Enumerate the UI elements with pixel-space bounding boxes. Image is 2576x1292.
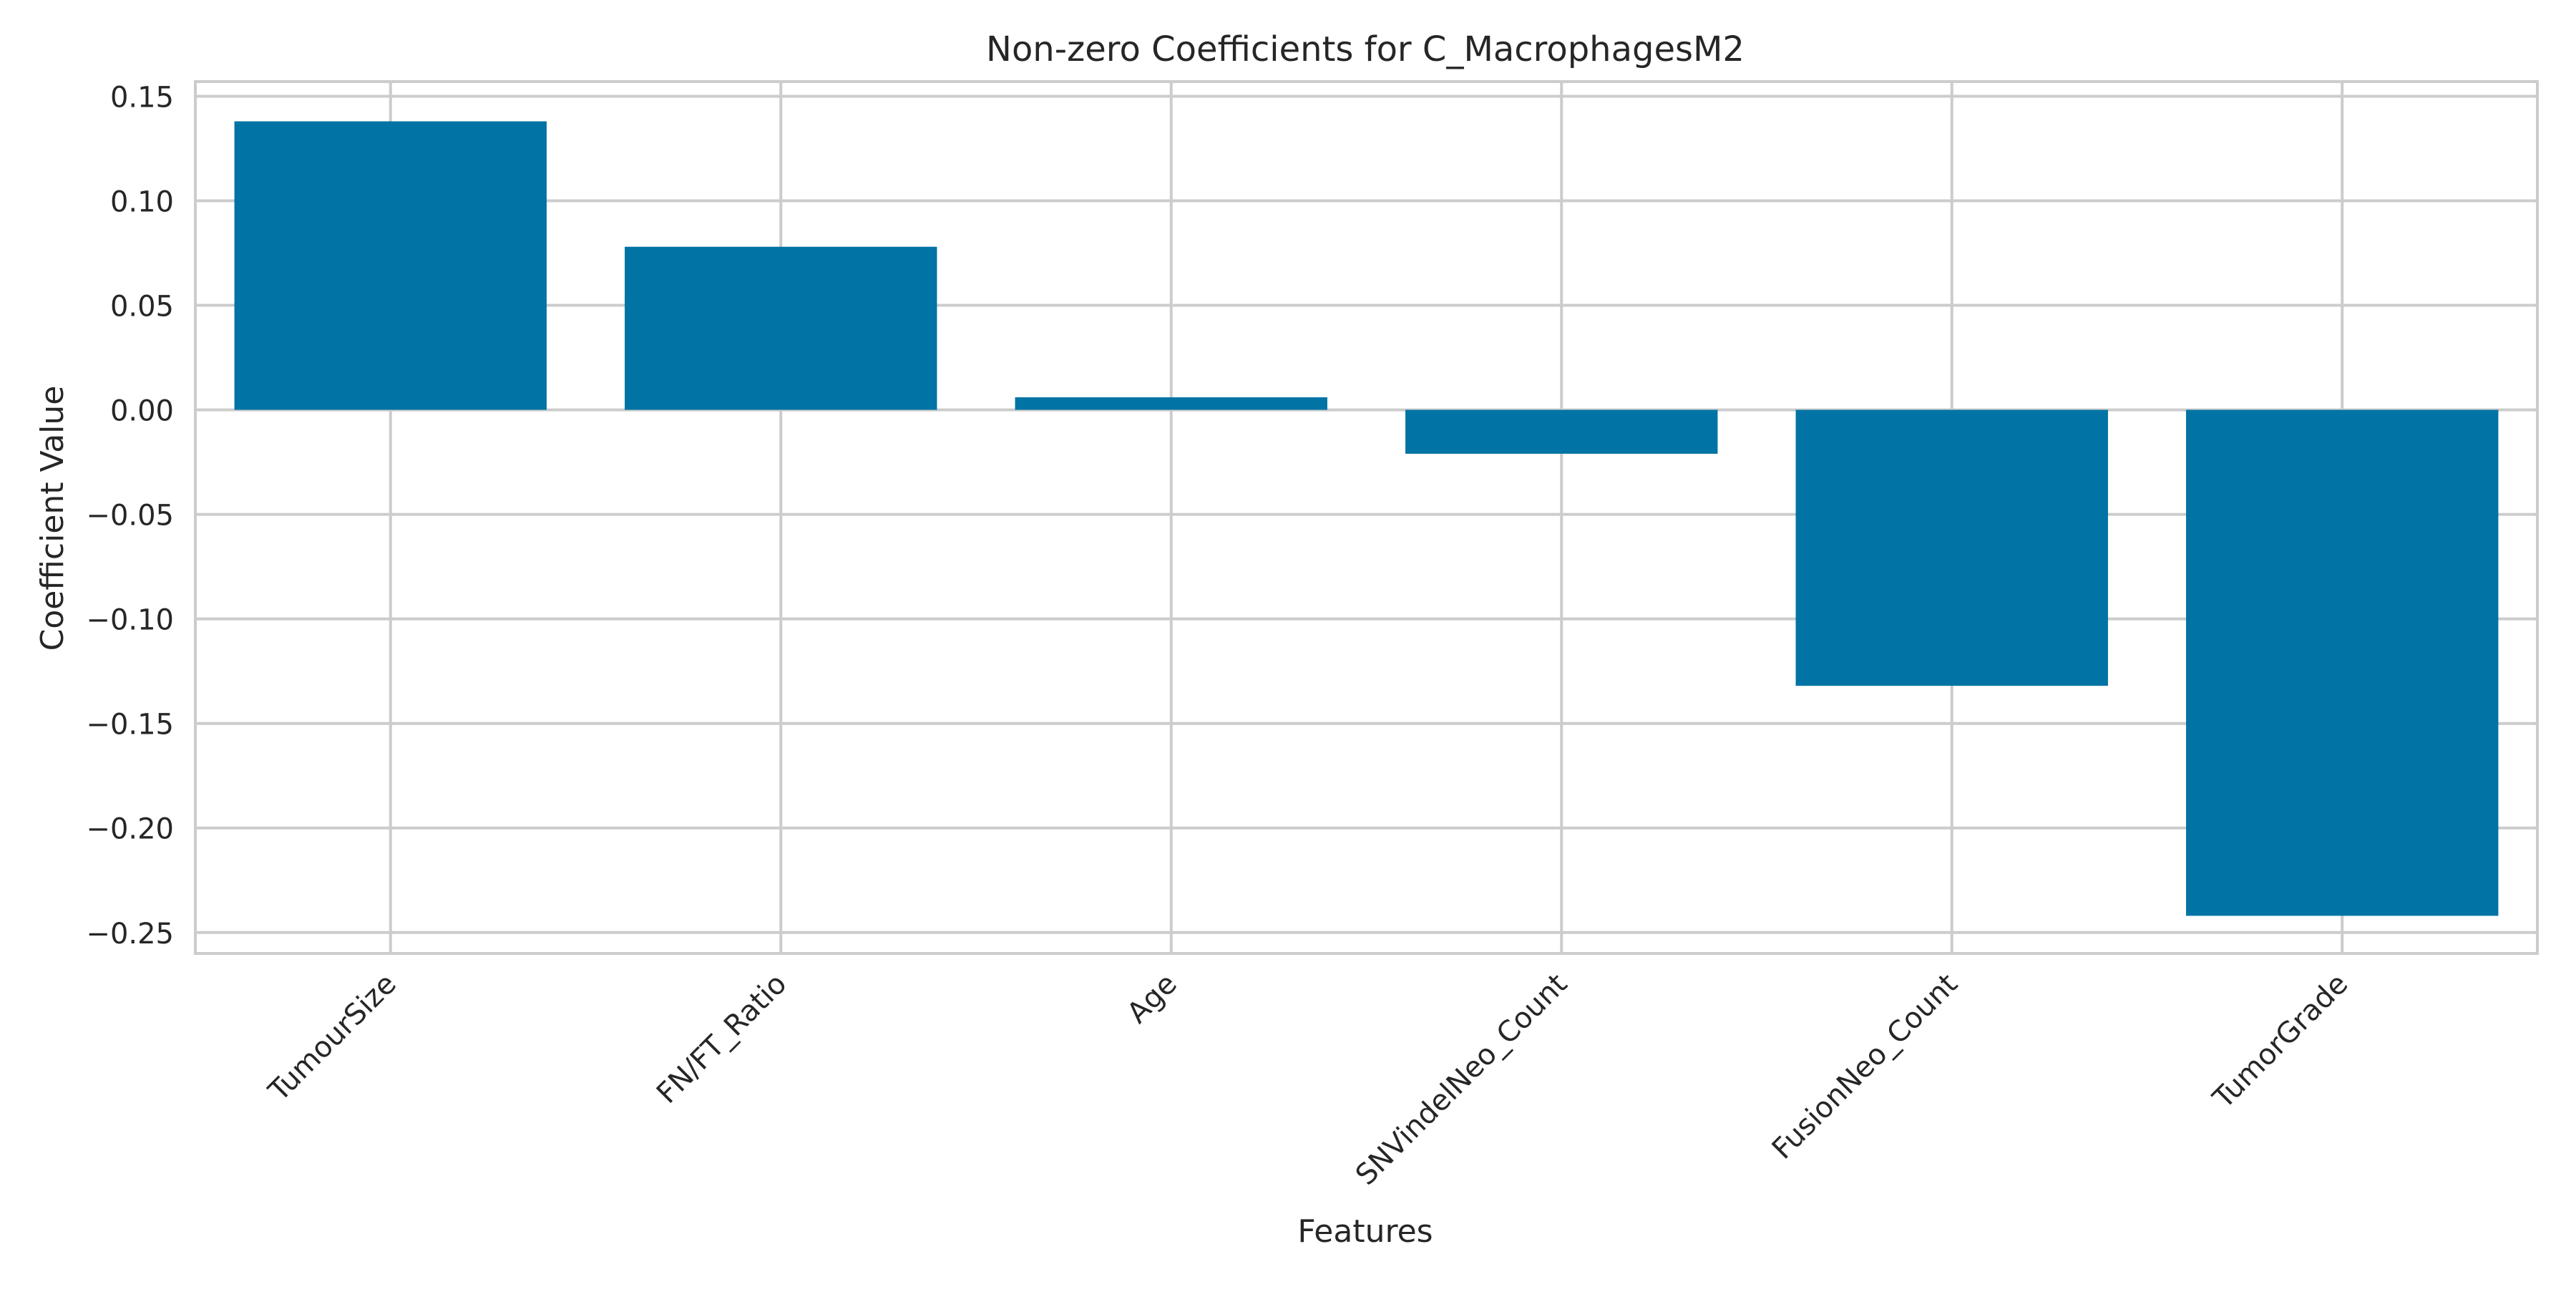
y-tick-label: 0.05 [110,291,174,324]
bars [234,121,2499,916]
bar [1795,409,2108,686]
y-tick-labels: 0.15 0.10 0.05 0.00 −0.05 −0.10 −0.15 −0.20 −0.2… [86,81,174,950]
bar [1405,409,1718,454]
y-axis-label: Coefficient Value [34,386,71,651]
bar [625,246,937,410]
chart-title: Non-zero Coefficients for C_MacrophagesM… [986,29,1745,69]
y-tick-label: −0.25 [86,918,174,951]
y-tick-label: −0.20 [86,813,174,846]
x-axis-label: Features [1297,1213,1433,1250]
plot-frame [194,80,2539,955]
y-tick-label: 0.10 [110,185,174,218]
bar [2186,409,2499,916]
y-tick-label: −0.10 [86,604,174,637]
bar [1015,397,1327,410]
bar [234,121,547,410]
y-tick-label: 0.00 [110,395,174,428]
y-tick-label: −0.05 [86,500,174,533]
y-tick-label: 0.15 [110,81,174,114]
y-tick-label: −0.15 [86,709,174,742]
